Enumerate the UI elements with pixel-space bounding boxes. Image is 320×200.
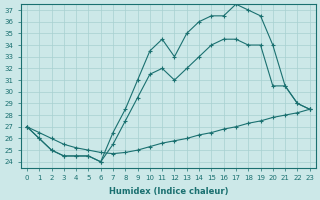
X-axis label: Humidex (Indice chaleur): Humidex (Indice chaleur) [108, 187, 228, 196]
